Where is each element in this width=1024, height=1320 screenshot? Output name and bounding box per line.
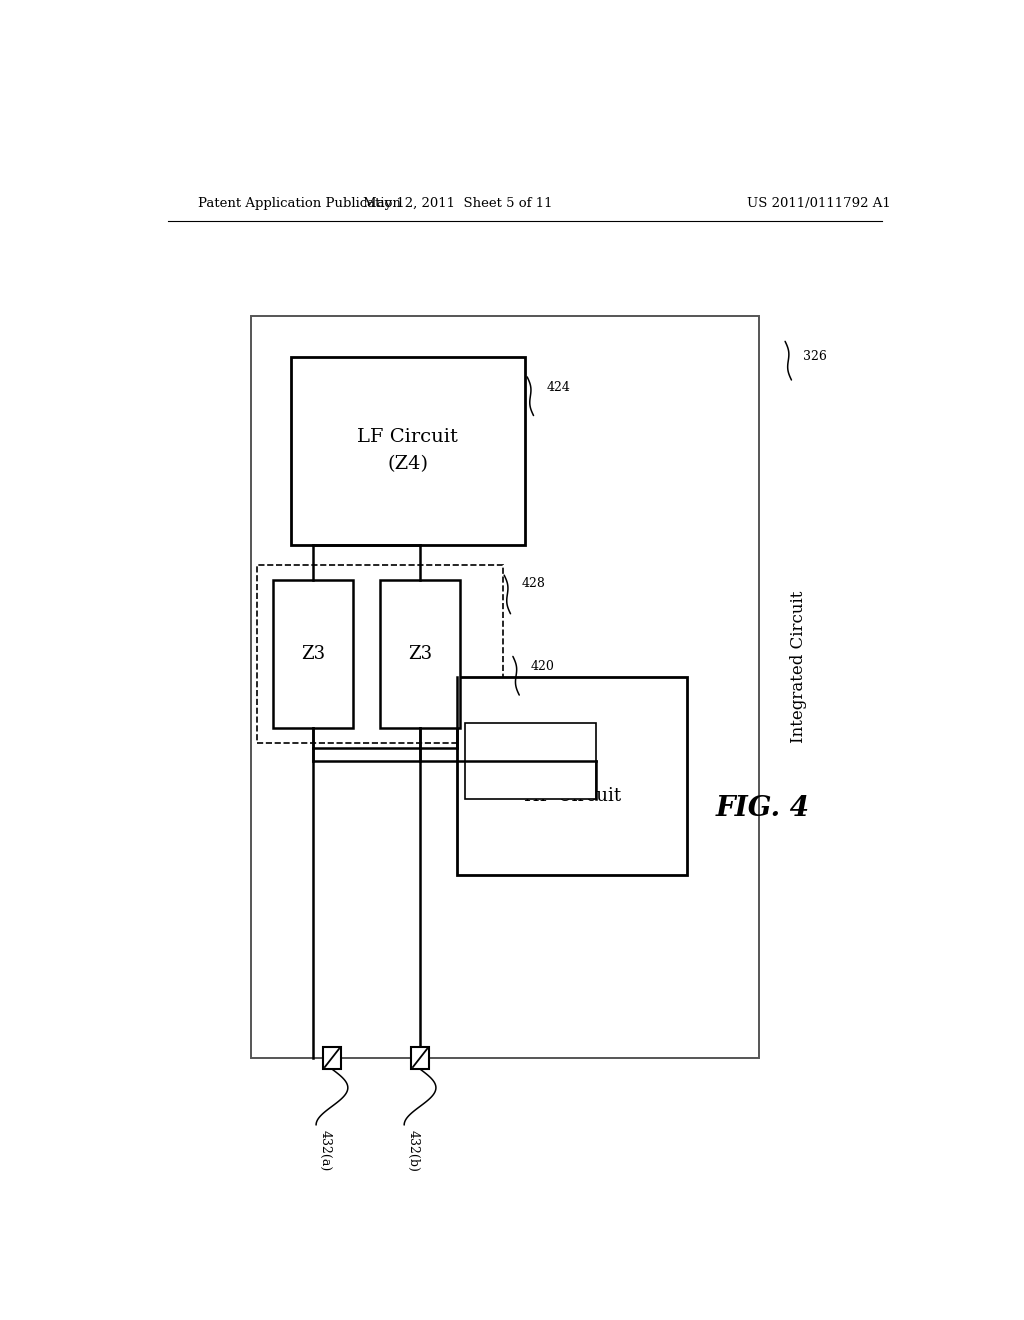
Text: 326: 326 <box>803 350 826 363</box>
Text: May 12, 2011  Sheet 5 of 11: May 12, 2011 Sheet 5 of 11 <box>362 197 552 210</box>
Text: LF Circuit
(Z4): LF Circuit (Z4) <box>357 429 458 473</box>
Bar <box>458 677 687 875</box>
Bar <box>291 356 525 545</box>
Bar <box>251 315 759 1057</box>
Text: 432(b): 432(b) <box>407 1130 420 1172</box>
Text: Integrated Circuit: Integrated Circuit <box>791 590 807 743</box>
Text: HF Circuit: HF Circuit <box>524 787 621 805</box>
Text: 424: 424 <box>547 380 571 393</box>
Text: Patent Application Publication: Patent Application Publication <box>198 197 400 210</box>
Text: US 2011/0111792 A1: US 2011/0111792 A1 <box>748 197 891 210</box>
Text: Z3: Z3 <box>408 645 432 663</box>
Text: 428: 428 <box>521 577 546 590</box>
Bar <box>273 581 352 727</box>
Bar <box>412 1047 429 1069</box>
Bar <box>465 722 596 799</box>
Bar <box>324 1047 341 1069</box>
Text: Z3: Z3 <box>301 645 325 663</box>
Text: 432(a): 432(a) <box>318 1130 332 1171</box>
Bar <box>380 581 460 727</box>
Bar <box>257 565 503 743</box>
Text: 420: 420 <box>530 660 554 673</box>
Text: FIG. 4: FIG. 4 <box>716 796 810 822</box>
